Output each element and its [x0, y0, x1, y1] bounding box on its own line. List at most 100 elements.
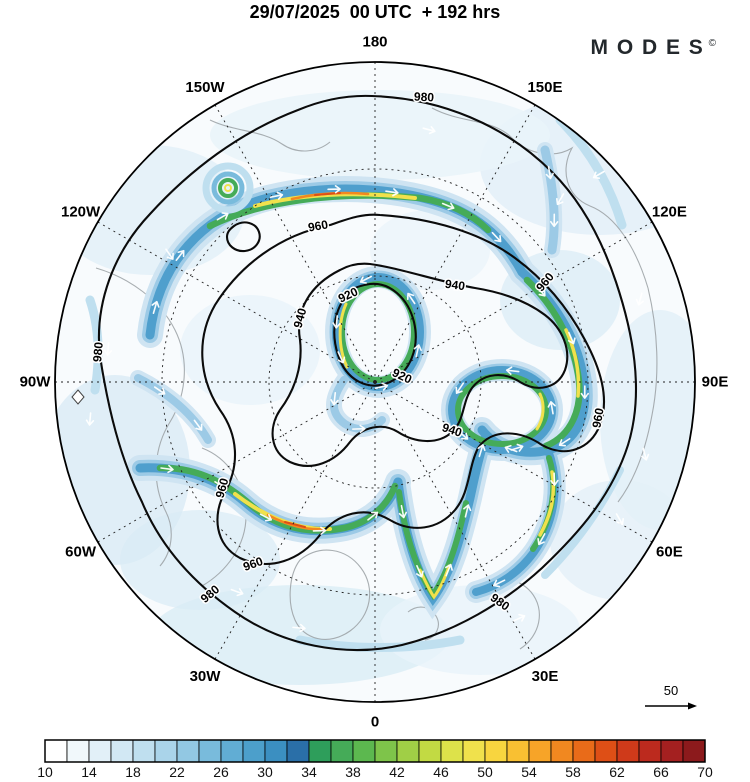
wind-arrow [493, 579, 506, 588]
colorbar-tick-label: 42 [389, 764, 405, 780]
longitude-label-0: 0 [371, 714, 379, 731]
longitude-label-60E: 60E [656, 544, 683, 561]
colorbar-tick-label: 54 [521, 764, 537, 780]
wind-arrow [512, 613, 526, 622]
colorbar-cell [264, 739, 288, 763]
wind-arrow [230, 588, 244, 597]
wind-arrow [635, 292, 644, 306]
colorbar-cell [110, 739, 134, 763]
colorbar-tick-label: 26 [213, 764, 229, 780]
wind-arrow [367, 511, 379, 521]
wind-arrow [374, 382, 389, 391]
wind-arrow [269, 191, 284, 200]
contour-label-960: 960 [213, 476, 232, 499]
colorbar-cell [462, 739, 486, 763]
wind-arrows [85, 126, 650, 633]
wind-arrow [312, 526, 327, 535]
map-boundary-circle [54, 61, 696, 703]
wind-arrow [216, 212, 229, 221]
colorbar-cell [396, 739, 420, 763]
wind-arrow [549, 213, 559, 228]
colorbar-cell [660, 739, 684, 763]
wind-arrow [537, 533, 546, 546]
wind-arrow [327, 184, 341, 194]
longitude-label-180: 180 [362, 34, 387, 51]
colorbar-cell [418, 739, 442, 763]
wind-arrow [337, 351, 346, 364]
colorbar-cell [330, 739, 354, 763]
wind-arrow [491, 231, 502, 243]
wind-arrow [536, 285, 546, 297]
wind-arrow [477, 444, 486, 458]
colorbar-cell [594, 739, 618, 763]
colorbar-tick-label: 66 [653, 764, 669, 780]
graticule [55, 62, 695, 702]
colorbar-cell [440, 739, 464, 763]
wind-arrow [463, 504, 472, 518]
wind-arrow [580, 385, 589, 399]
colorbar-cell [66, 739, 90, 763]
colorbar-tick-label: 62 [609, 764, 625, 780]
brand-logo: MODES© [591, 36, 716, 60]
contour-label-960: 960 [307, 217, 329, 234]
wind-arrow [259, 513, 273, 522]
colorbar-cell [308, 739, 332, 763]
wind-arrow [455, 382, 465, 394]
colorbar-cell [550, 739, 574, 763]
contour-label-980: 980 [414, 89, 435, 104]
wind-arrow [457, 430, 469, 440]
wind-arrow [292, 623, 306, 633]
wind-arrow [85, 412, 95, 426]
colorbar-tick-label: 34 [301, 764, 317, 780]
wind-arrow [151, 300, 160, 315]
wind-arrow [556, 193, 565, 206]
wind-arrow [359, 275, 373, 284]
longitude-label-60W: 60W [65, 544, 97, 561]
wind-arrow [445, 563, 453, 577]
wind-arrow [415, 564, 424, 578]
colorbar-tick-label: 18 [125, 764, 141, 780]
longitude-label-90W: 90W [20, 374, 52, 391]
colorbar-cell [528, 739, 552, 763]
wind-arrow [413, 344, 422, 358]
colorbar-tick-label: 46 [433, 764, 449, 780]
wind-arrow [422, 126, 436, 135]
colorbar-cell [220, 739, 244, 763]
colorbar-cell [572, 739, 596, 763]
contour-lines [97, 94, 638, 651]
wind-arrow [547, 401, 556, 415]
colorbar-cell [484, 739, 508, 763]
wind-arrow [160, 464, 174, 474]
colorbar-cell [374, 739, 398, 763]
longitude-label-150W: 150W [185, 79, 225, 96]
colorbar-cell [88, 739, 112, 763]
longitude-label-30W: 30W [190, 668, 222, 685]
map-interior [55, 62, 695, 702]
brand-copyright: © [708, 38, 716, 49]
colorbar-tick-label: 38 [345, 764, 361, 780]
colorbar-cell [176, 739, 200, 763]
wind-arrow [615, 513, 624, 526]
reference-vector-label: 50 [664, 683, 678, 698]
colorbar-tick-label: 58 [565, 764, 581, 780]
wind-arrow [214, 481, 227, 490]
contour-label-960: 960 [589, 407, 606, 429]
wind-arrow [352, 424, 366, 434]
contour-label-980: 980 [90, 341, 106, 362]
colorbar-cell [154, 739, 178, 763]
longitude-label-150E: 150E [527, 79, 562, 96]
colorbar-cell [682, 739, 706, 763]
wind-arrow [330, 391, 339, 406]
colorbar-border [44, 739, 706, 763]
wind-arrow [510, 443, 524, 452]
latitude-circle [268, 275, 482, 489]
longitude-labels: 180 150E 120E 90E 60E 30E 0 30W 60W 90W 120W 150W [20, 34, 729, 731]
reference-vector-arrowhead [688, 702, 697, 710]
colorbar-cell [506, 739, 530, 763]
reference-vector: 50 [645, 683, 697, 710]
colorbar-cell [44, 739, 68, 763]
colorbar-tick-labels: 10 14 18 22 26 30 34 38 42 46 50 54 58 62 66 70 [37, 764, 713, 780]
diamond-marker [71, 389, 85, 405]
wind-arrow [103, 342, 113, 356]
longitude-label-90E: 90E [702, 374, 729, 391]
